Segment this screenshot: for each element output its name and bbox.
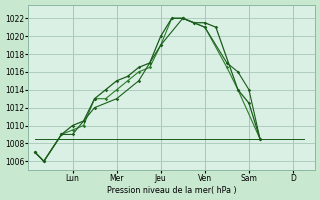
X-axis label: Pression niveau de la mer( hPa ): Pression niveau de la mer( hPa ): [107, 186, 236, 195]
